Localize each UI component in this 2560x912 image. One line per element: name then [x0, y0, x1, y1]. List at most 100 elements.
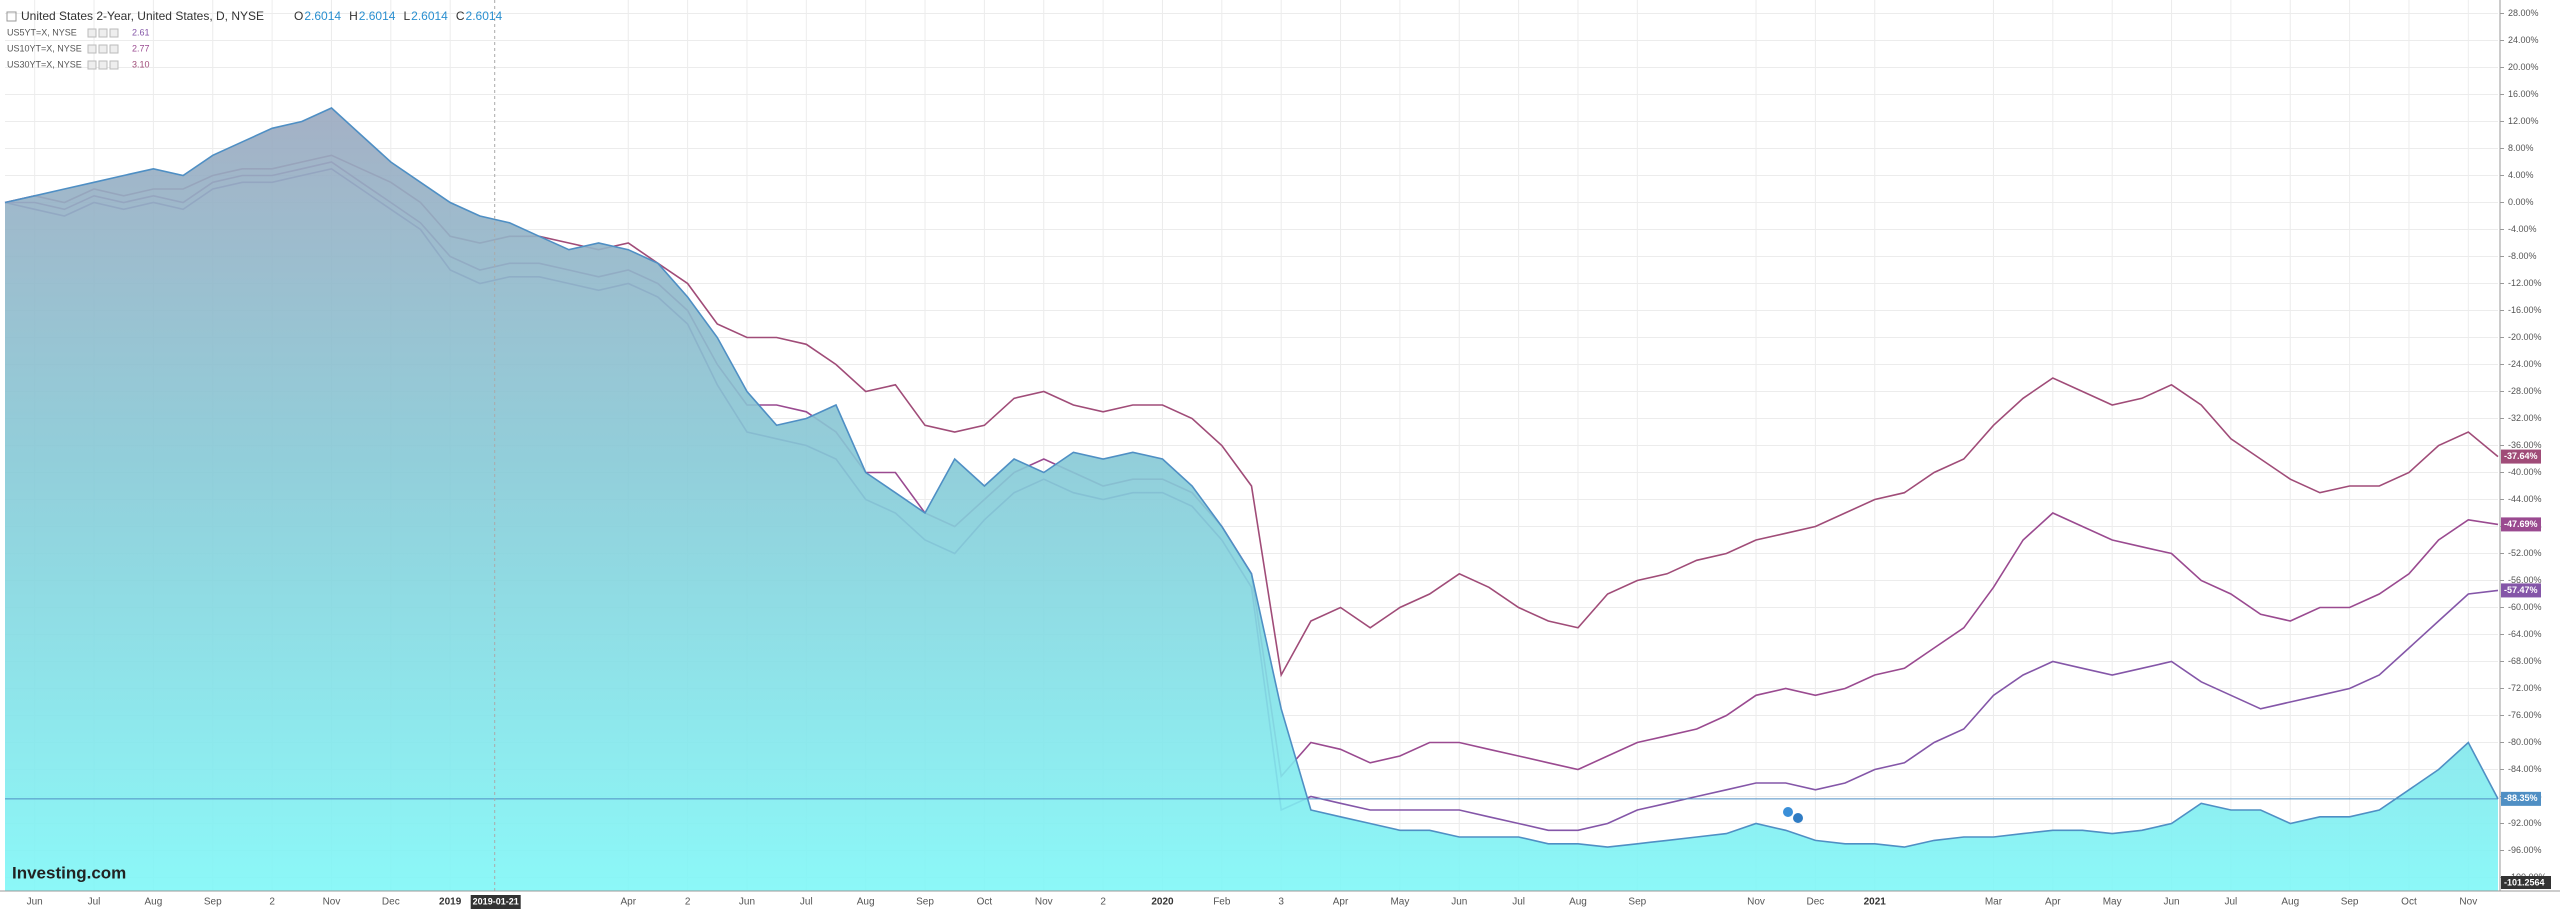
- y-tick-label: -84.00%: [2508, 764, 2542, 774]
- crosshair-price-box: [2501, 876, 2551, 889]
- watermark: Investing.com: [12, 863, 126, 882]
- ohlc-value: 2.6014: [359, 9, 396, 23]
- x-tick-label: Jul: [2224, 897, 2237, 908]
- legend-button[interactable]: [87, 28, 97, 38]
- line: [4, 107, 2499, 848]
- y-tick-label: -56.00%: [2508, 575, 2542, 585]
- y-tick-label: -96.00%: [2508, 845, 2542, 855]
- legend-price: 3.10: [132, 59, 150, 69]
- x-tick-label: Jun: [739, 897, 755, 908]
- last-value-label: -47.69%: [2504, 519, 2538, 529]
- legend-button[interactable]: [87, 44, 97, 54]
- y-tick-label: 4.00%: [2508, 170, 2534, 180]
- y-tick-label: 28.00%: [2508, 8, 2539, 18]
- crosshair-date-box: [470, 895, 521, 909]
- x-tick-label: Aug: [2281, 897, 2299, 908]
- x-tick-label: Nov: [2459, 897, 2477, 908]
- x-tick-label: Feb: [1213, 897, 1231, 908]
- x-tick-label: Jun: [27, 897, 43, 908]
- area: [5, 108, 2498, 891]
- x-tick-label: Jul: [800, 897, 813, 908]
- x-tick-label: 2020: [1151, 897, 1174, 908]
- y-tick-label: -4.00%: [2508, 224, 2537, 234]
- x-axis: Jun Jul Aug Sep 2 Nov Dec 2019 Apr 2 Jun Jul Aug Sep O…: [27, 895, 2477, 909]
- legend: United States 2-Year, United States, D, …: [6, 9, 503, 70]
- ohlc-value: 2.6014: [411, 9, 448, 23]
- x-tick-label: 2019: [439, 897, 462, 908]
- crosshair-date: 2019-01-21: [473, 896, 519, 906]
- legend-button[interactable]: [109, 28, 119, 38]
- legend-button[interactable]: [87, 60, 97, 70]
- x-tick-label: May: [1390, 897, 1409, 908]
- y-tick-label: -24.00%: [2508, 359, 2542, 369]
- ohlc-key: H: [349, 9, 358, 23]
- last-value-label: -88.35%: [2504, 793, 2538, 803]
- y-tick-label: 0.00%: [2508, 197, 2534, 207]
- ohlc-value: 2.6014: [466, 9, 503, 23]
- x-tick-label: Apr: [2045, 897, 2061, 908]
- last-value-box: [2501, 517, 2541, 532]
- x-tick-label: Apr: [620, 897, 636, 908]
- legend-button[interactable]: [109, 44, 119, 54]
- x-tick-label: Nov: [1035, 897, 1053, 908]
- last-value-box: [2501, 791, 2541, 806]
- x-tick-label: Sep: [1628, 897, 1646, 908]
- y-tick-label: -12.00%: [2508, 278, 2542, 288]
- x-tick-label: Nov: [323, 897, 341, 908]
- plot: [4, 0, 2499, 891]
- x-tick-label: Aug: [1569, 897, 1587, 908]
- x-tick-label: Aug: [857, 897, 875, 908]
- x-tick-label: Dec: [382, 897, 400, 908]
- x-tick-label: 2: [1100, 897, 1106, 908]
- x-tick-label: Mar: [1985, 897, 2003, 908]
- ohlc-key: L: [403, 9, 410, 23]
- x-tick-label: Dec: [1806, 897, 1824, 908]
- legend-button[interactable]: [109, 60, 119, 70]
- y-tick-label: -8.00%: [2508, 251, 2537, 261]
- x-tick-label: Oct: [977, 897, 993, 908]
- y-axis: 28.00% 24.00% 20.00% 16.00% 12.00% 8.00% 4.00%…: [2500, 8, 2551, 889]
- x-tick-label: 2021: [1864, 897, 1887, 908]
- y-tick-label: -16.00%: [2508, 305, 2542, 315]
- ohlc-value: 2.6014: [304, 9, 341, 23]
- ohlc-key: O: [294, 9, 303, 23]
- y-tick-label: 20.00%: [2508, 62, 2539, 72]
- legend-name: US30YT=X, NYSE: [7, 59, 82, 69]
- legend-toggle[interactable]: [6, 11, 17, 22]
- x-tick-label: Sep: [204, 897, 222, 908]
- y-tick-label: -64.00%: [2508, 629, 2542, 639]
- event-icon[interactable]: [1783, 807, 1793, 817]
- y-tick-label: -72.00%: [2508, 683, 2542, 693]
- x-tick-label: Nov: [1747, 897, 1765, 908]
- x-tick-label: Aug: [144, 897, 162, 908]
- y-tick-label: -52.00%: [2508, 548, 2542, 558]
- last-value-box: [2501, 449, 2541, 464]
- legend-button[interactable]: [98, 44, 108, 54]
- y-tick-label: 16.00%: [2508, 89, 2539, 99]
- y-tick-label: -92.00%: [2508, 818, 2542, 828]
- last-value-label: -57.47%: [2504, 585, 2538, 595]
- event-icon[interactable]: [1793, 813, 1803, 823]
- x-tick-label: 3: [1278, 897, 1284, 908]
- ohlc-key: C: [456, 9, 465, 23]
- legend-price: 2.77: [132, 43, 150, 53]
- y-tick-label: -68.00%: [2508, 656, 2542, 666]
- x-tick-label: 2: [269, 897, 275, 908]
- x-tick-label: Jul: [1512, 897, 1525, 908]
- legend-title: United States 2-Year, United States, D, …: [21, 9, 264, 23]
- x-tick-label: 2: [685, 897, 691, 908]
- x-tick-label: Jun: [1451, 897, 1467, 908]
- x-tick-label: May: [2103, 897, 2122, 908]
- x-tick-label: Jun: [2163, 897, 2179, 908]
- legend-price: 2.61: [132, 27, 150, 37]
- legend-button[interactable]: [98, 28, 108, 38]
- y-tick-label: -40.00%: [2508, 467, 2542, 477]
- legend-button[interactable]: [98, 60, 108, 70]
- crosshair-price: -101.2564: [2504, 877, 2545, 887]
- x-tick-label: Oct: [2401, 897, 2417, 908]
- y-tick-label: -44.00%: [2508, 494, 2542, 504]
- y-tick-label: -32.00%: [2508, 413, 2542, 423]
- y-tick-label: -80.00%: [2508, 737, 2542, 747]
